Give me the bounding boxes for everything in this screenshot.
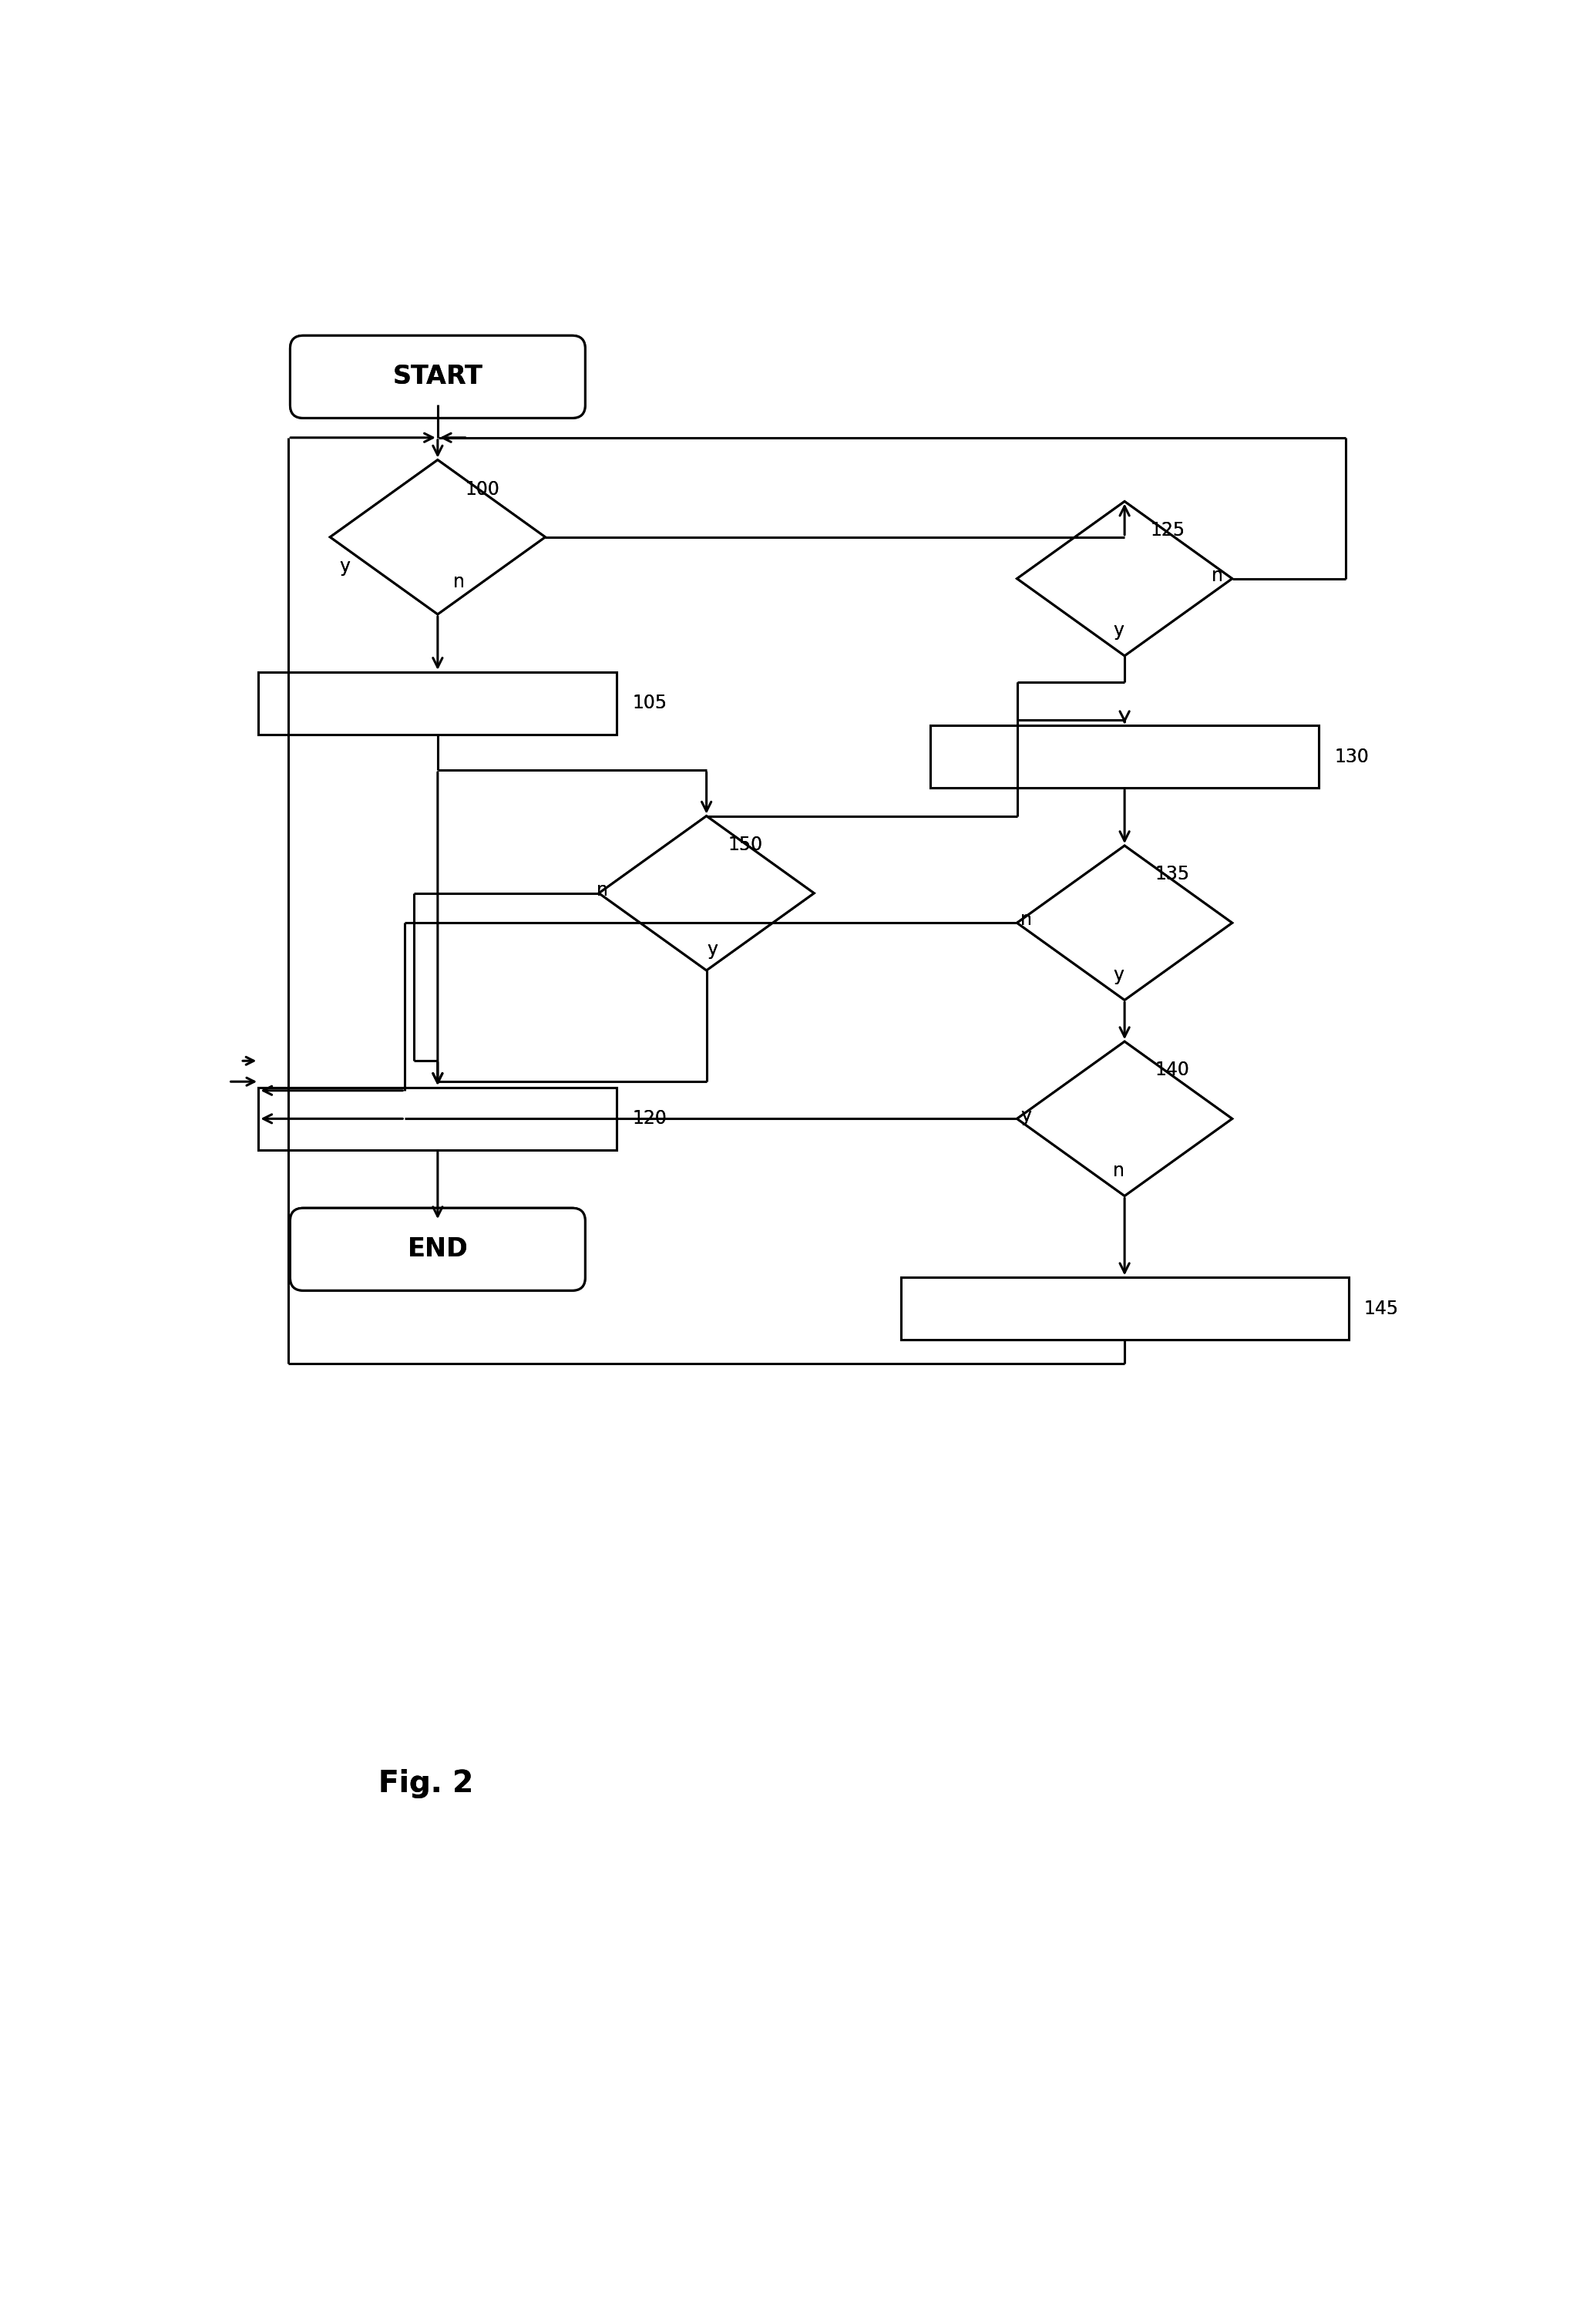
Text: n: n <box>1113 1162 1124 1181</box>
Bar <box>900 1278 1348 1341</box>
Text: y: y <box>1021 1106 1032 1125</box>
Text: 130: 130 <box>1334 748 1369 767</box>
Text: 120: 120 <box>633 1109 668 1127</box>
Text: 100: 100 <box>466 481 499 500</box>
Text: START: START <box>393 365 483 390</box>
Polygon shape <box>1018 846 1232 999</box>
Text: 100: 100 <box>466 481 499 500</box>
Bar <box>930 725 1318 788</box>
Polygon shape <box>331 460 545 614</box>
Text: y: y <box>1113 621 1124 639</box>
Text: 135: 135 <box>1154 865 1189 883</box>
Text: START: START <box>393 365 483 390</box>
Text: 150: 150 <box>728 834 763 853</box>
Polygon shape <box>331 460 545 614</box>
Text: n: n <box>453 572 464 590</box>
Text: y: y <box>1113 621 1124 639</box>
Text: n: n <box>453 572 464 590</box>
Bar <box>900 1278 1348 1341</box>
Polygon shape <box>1018 1041 1232 1197</box>
FancyBboxPatch shape <box>289 335 585 418</box>
Bar <box>259 1088 617 1150</box>
Bar <box>930 725 1318 788</box>
Bar <box>259 672 617 734</box>
Text: y: y <box>340 558 350 576</box>
Text: 120: 120 <box>633 1109 668 1127</box>
Bar <box>259 1088 617 1150</box>
Text: 135: 135 <box>1154 865 1189 883</box>
Text: END: END <box>407 1236 467 1262</box>
Text: n: n <box>596 881 607 899</box>
Polygon shape <box>1018 846 1232 999</box>
Text: y: y <box>1113 967 1124 985</box>
Text: n: n <box>1021 911 1032 930</box>
Text: 130: 130 <box>1334 748 1369 767</box>
Text: 145: 145 <box>1364 1299 1399 1318</box>
Polygon shape <box>1018 502 1232 655</box>
Text: 140: 140 <box>1154 1060 1189 1078</box>
Text: 105: 105 <box>633 695 668 713</box>
Bar <box>259 672 617 734</box>
Text: n: n <box>596 881 607 899</box>
FancyBboxPatch shape <box>289 335 585 418</box>
Text: 105: 105 <box>633 695 668 713</box>
Text: 150: 150 <box>728 834 763 853</box>
Text: Fig. 2: Fig. 2 <box>378 1769 474 1799</box>
Text: 145: 145 <box>1364 1299 1399 1318</box>
Polygon shape <box>599 816 814 971</box>
Text: END: END <box>407 1236 467 1262</box>
Text: y: y <box>1113 967 1124 985</box>
Text: n: n <box>1021 911 1032 930</box>
Text: y: y <box>1021 1106 1032 1125</box>
FancyBboxPatch shape <box>289 1208 585 1290</box>
Text: Fig. 2: Fig. 2 <box>378 1769 474 1799</box>
Text: n: n <box>1212 567 1223 586</box>
Polygon shape <box>1018 1041 1232 1197</box>
Polygon shape <box>599 816 814 971</box>
Text: 140: 140 <box>1154 1060 1189 1078</box>
Text: y: y <box>708 941 717 960</box>
Text: y: y <box>340 558 350 576</box>
FancyBboxPatch shape <box>289 1208 585 1290</box>
Text: 125: 125 <box>1150 521 1185 539</box>
Text: n: n <box>1212 567 1223 586</box>
Text: y: y <box>708 941 717 960</box>
Polygon shape <box>1018 502 1232 655</box>
Text: n: n <box>1113 1162 1124 1181</box>
Text: 125: 125 <box>1150 521 1185 539</box>
